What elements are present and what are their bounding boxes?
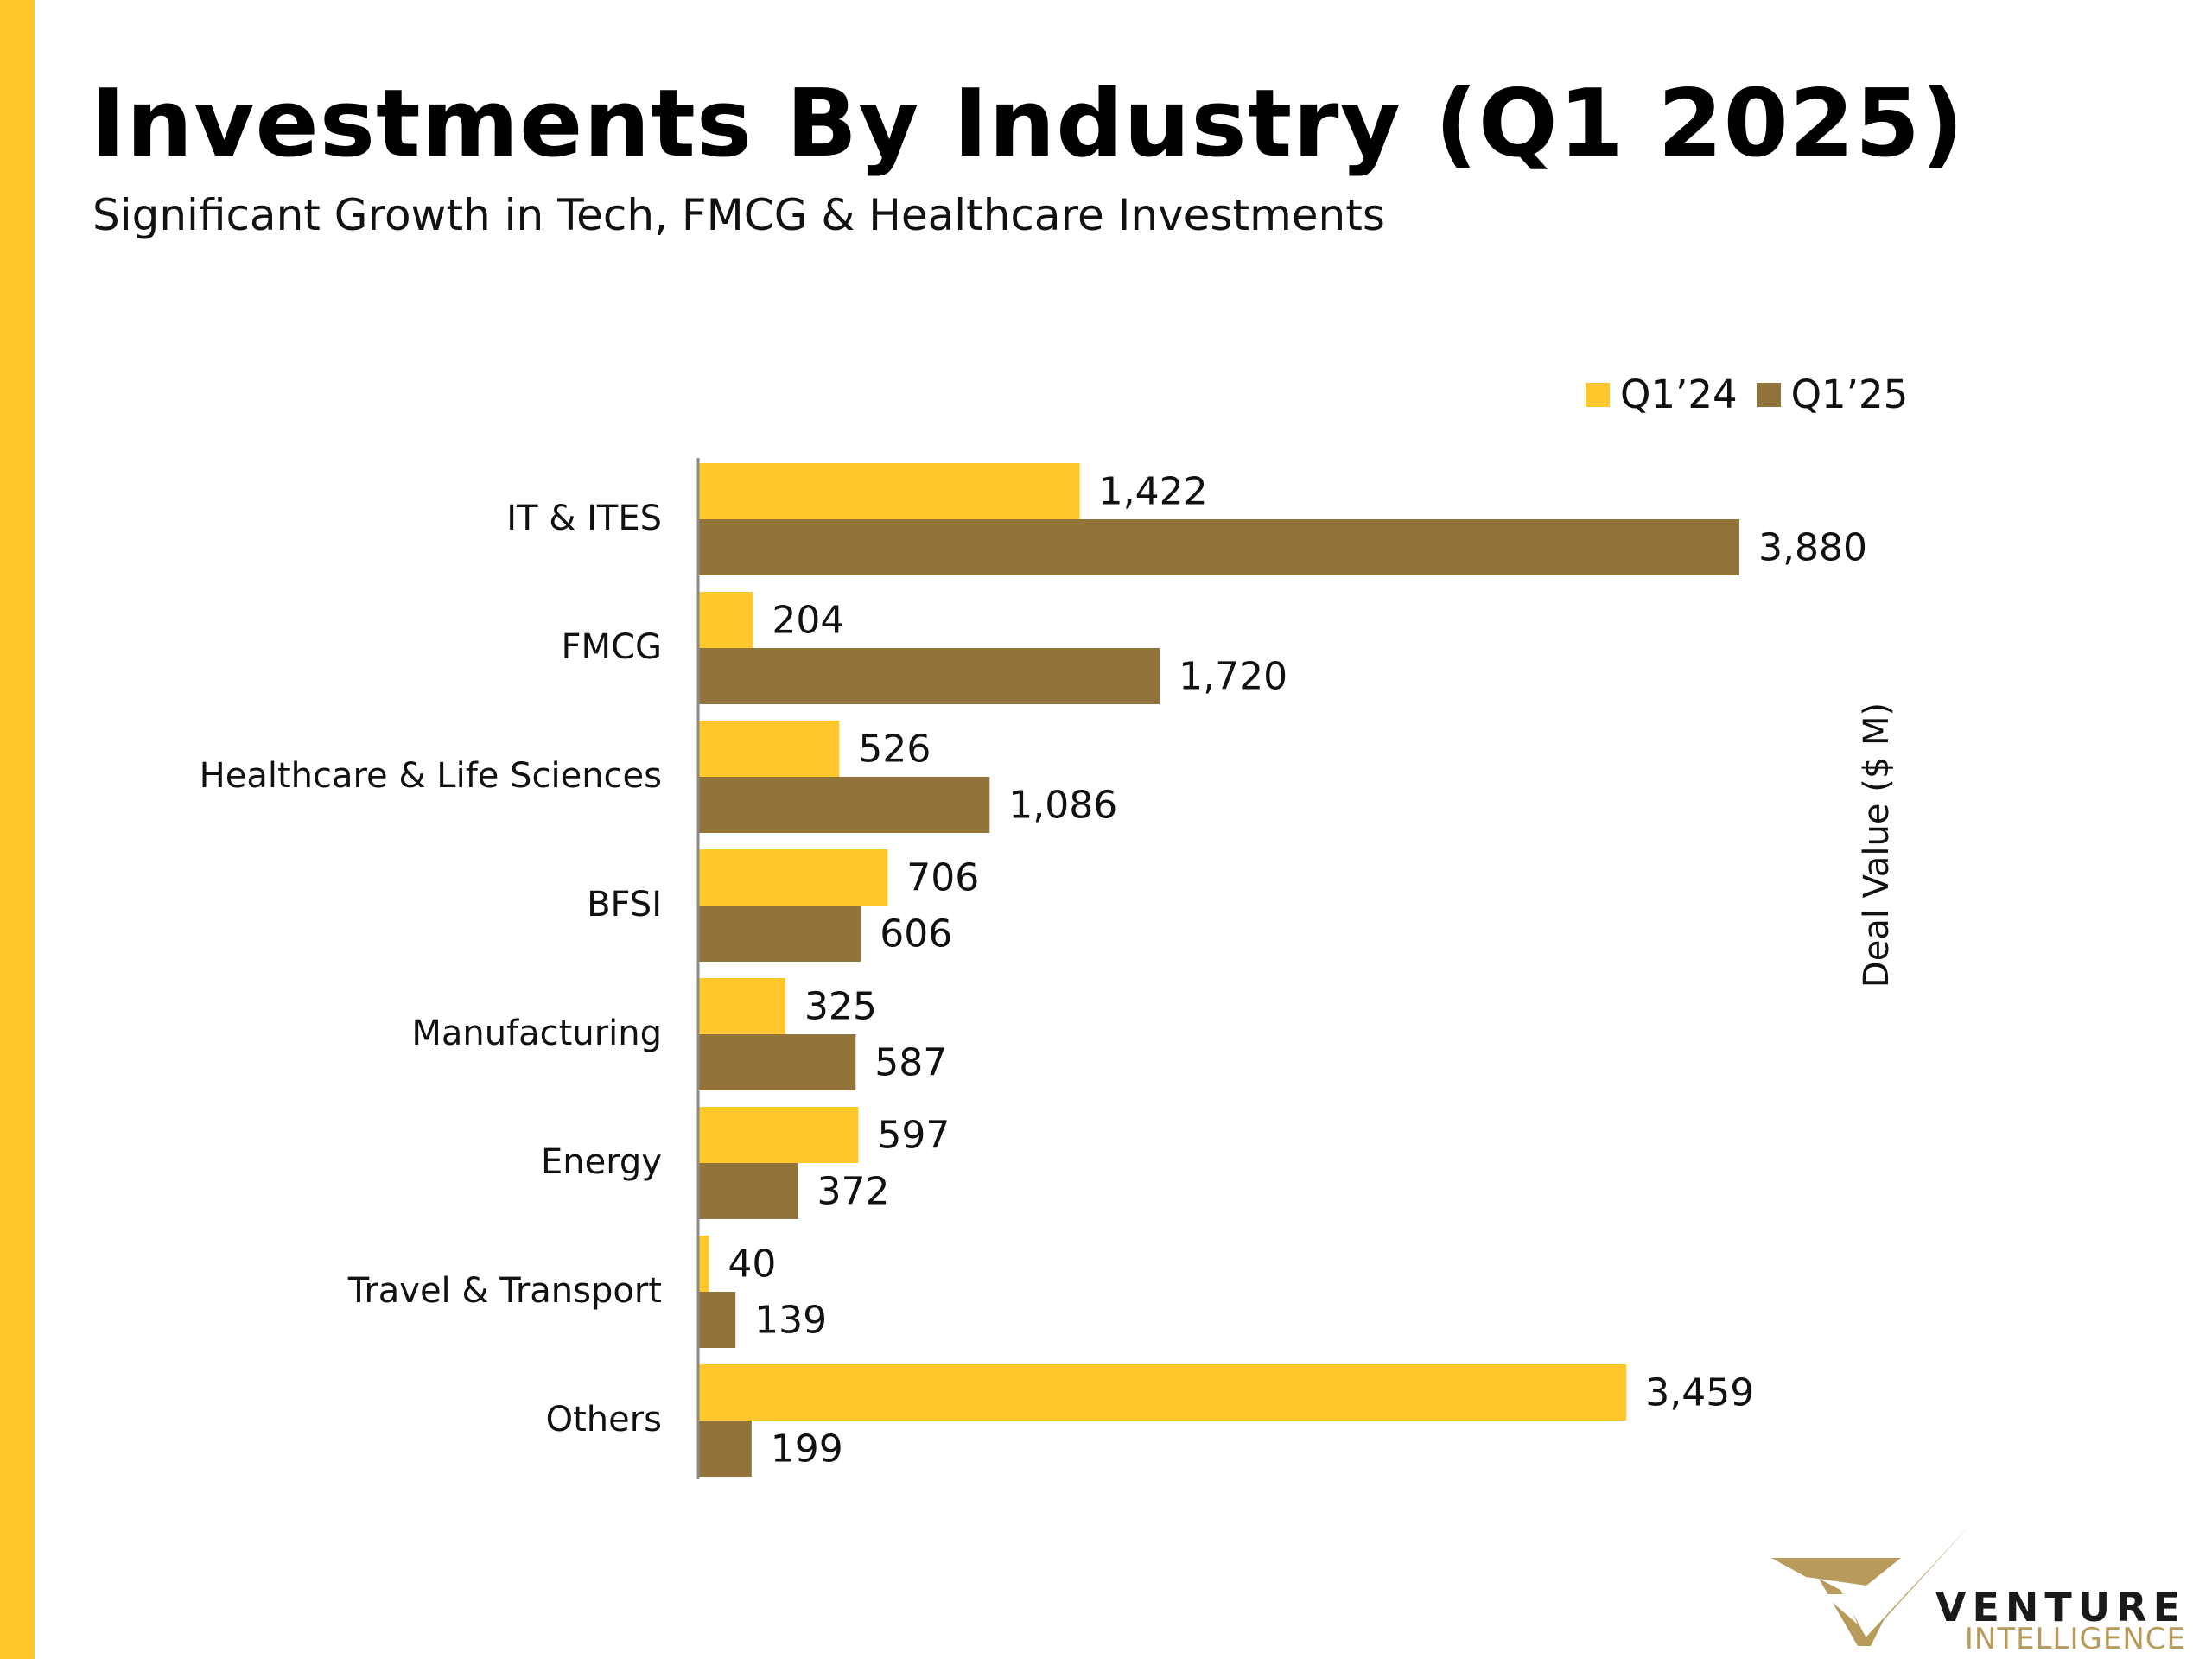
data-label-q1-25-others: 199 — [771, 1427, 843, 1471]
data-label-q1-24-travel-transport: 40 — [728, 1243, 776, 1287]
legend-swatch-q124 — [1586, 382, 1610, 407]
data-label-q1-24-others: 3,459 — [1645, 1371, 1754, 1415]
category-label-it-ites: IT & ITES — [506, 499, 662, 538]
bar-q1-25-travel-transport — [698, 1292, 736, 1348]
bar-q1-24-manufacturing — [698, 978, 785, 1034]
bar-q1-24-others — [698, 1364, 1627, 1421]
data-label-q1-25-fmcg: 1,720 — [1179, 655, 1287, 699]
logo-word-intelligence: INTELLIGENCE — [1964, 1622, 2186, 1656]
data-label-q1-25-healthcare-life-sciences: 1,086 — [1008, 784, 1117, 828]
bar-q1-25-healthcare-life-sciences — [698, 777, 990, 833]
bar-q1-24-travel-transport — [698, 1236, 709, 1292]
category-label-fmcg: FMCG — [562, 627, 662, 667]
bar-q1-25-others — [698, 1421, 752, 1477]
legend-label-q125: Q1’25 — [1790, 372, 1909, 417]
logo-word-venture: VENTURE — [1935, 1584, 2186, 1630]
data-label-q1-25-it-ites: 3,880 — [1758, 526, 1867, 570]
value-axis-label: Deal Value ($ M) — [1857, 702, 1897, 988]
data-label-q1-25-travel-transport: 139 — [754, 1299, 827, 1343]
bar-q1-24-bfsi — [698, 849, 888, 906]
data-label-q1-24-energy: 597 — [877, 1114, 950, 1158]
chart-title: Investments By Industry (Q1 2025) — [91, 70, 1965, 178]
logo-v-mark-icon — [1771, 1525, 1970, 1646]
category-label-manufacturing: Manufacturing — [411, 1014, 662, 1053]
bar-q1-24-it-ites — [698, 463, 1080, 519]
chart-subtitle: Significant Growth in Tech, FMCG & Healt… — [92, 190, 1385, 240]
data-label-q1-24-bfsi: 706 — [906, 856, 979, 900]
legend-swatch-q125 — [1756, 382, 1781, 407]
legend-item-q124: Q1’24 — [1586, 372, 1738, 417]
data-label-q1-25-energy: 372 — [817, 1170, 890, 1214]
venture-intelligence-logo: VENTURE INTELLIGENCE — [1771, 1525, 2186, 1656]
category-label-healthcare-life-sciences: Healthcare & Life Sciences — [200, 756, 662, 796]
bar-q1-24-energy — [698, 1107, 859, 1163]
bar-q1-25-energy — [698, 1163, 798, 1219]
data-label-q1-24-manufacturing: 325 — [804, 985, 877, 1029]
bar-q1-24-healthcare-life-sciences — [698, 721, 840, 777]
chart-legend: Q1’24 Q1’25 — [1586, 372, 1927, 417]
bar-q1-25-fmcg — [698, 648, 1160, 704]
data-label-q1-24-fmcg: 204 — [772, 599, 844, 643]
bar-q1-24-fmcg — [698, 592, 753, 648]
data-label-q1-24-healthcare-life-sciences: 526 — [858, 728, 931, 772]
bar-q1-25-bfsi — [698, 906, 861, 962]
category-label-travel-transport: Travel & Transport — [347, 1271, 662, 1311]
bar-q1-25-it-ites — [698, 519, 1739, 575]
legend-item-q125: Q1’25 — [1756, 372, 1909, 417]
category-label-others: Others — [546, 1400, 662, 1440]
data-label-q1-25-bfsi: 606 — [880, 912, 952, 957]
data-label-q1-25-manufacturing: 587 — [874, 1041, 947, 1085]
bar-q1-25-manufacturing — [698, 1034, 856, 1090]
category-label-energy: Energy — [541, 1142, 662, 1182]
legend-label-q124: Q1’24 — [1620, 372, 1738, 417]
accent-bar — [0, 0, 35, 1659]
data-label-q1-24-it-ites: 1,422 — [1099, 470, 1208, 514]
category-label-bfsi: BFSI — [587, 885, 662, 925]
